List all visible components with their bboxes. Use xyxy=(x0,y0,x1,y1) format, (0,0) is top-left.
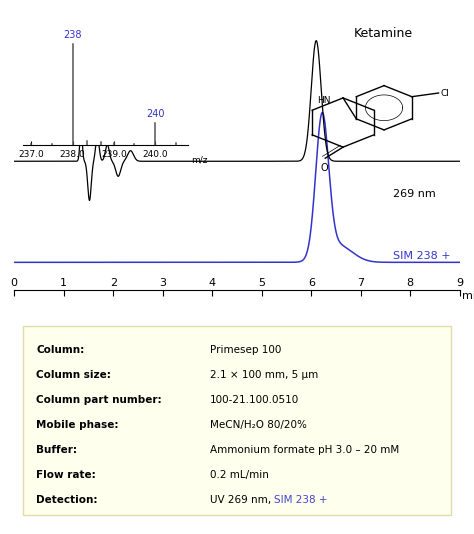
Text: 2.1 × 100 mm, 5 μm: 2.1 × 100 mm, 5 μm xyxy=(210,370,319,380)
FancyBboxPatch shape xyxy=(23,326,451,515)
Text: Detection:: Detection: xyxy=(36,495,98,505)
Text: Ammonium formate pH 3.0 – 20 mM: Ammonium formate pH 3.0 – 20 mM xyxy=(210,445,400,455)
Text: Column:: Column: xyxy=(36,345,85,355)
Text: SIM 238 +: SIM 238 + xyxy=(393,252,451,261)
Text: Flow rate:: Flow rate: xyxy=(36,470,96,480)
Text: Mobile phase:: Mobile phase: xyxy=(36,420,119,430)
Text: MeCN/H₂O 80/20%: MeCN/H₂O 80/20% xyxy=(210,420,307,430)
Text: Primesep 100: Primesep 100 xyxy=(210,345,282,355)
Text: 100-21.100.0510: 100-21.100.0510 xyxy=(210,395,300,405)
Text: Column part number:: Column part number: xyxy=(36,395,162,405)
Text: 0.2 mL/min: 0.2 mL/min xyxy=(210,470,269,480)
Text: Ketamine: Ketamine xyxy=(353,27,412,40)
Text: SIM 238 +: SIM 238 + xyxy=(274,495,328,505)
Text: UV 269 nm,: UV 269 nm, xyxy=(210,495,274,505)
Text: Column size:: Column size: xyxy=(36,370,111,380)
Text: Buffer:: Buffer: xyxy=(36,445,77,455)
Text: min: min xyxy=(462,292,474,302)
Text: 269 nm: 269 nm xyxy=(393,190,436,199)
